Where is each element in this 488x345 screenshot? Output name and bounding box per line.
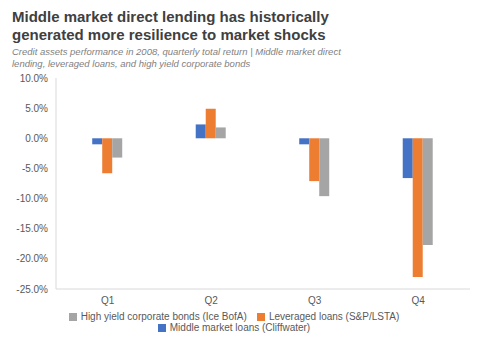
svg-text:Q2: Q2: [205, 295, 219, 306]
svg-text:5.0%: 5.0%: [25, 103, 48, 114]
svg-text:Q1: Q1: [101, 295, 115, 306]
svg-text:-10.0%: -10.0%: [16, 193, 48, 204]
html-text:Middle market direct lending h: Middle market direct lending has histori…: [12, 8, 329, 43]
html-text:Credit assets performance in 2: Credit assets performance in 2008, quart…: [12, 46, 341, 69]
html-text:High yield corporate bonds (Ic: High yield corporate bonds (Ice BofA): [80, 311, 247, 322]
svg-text:10.0%: 10.0%: [20, 73, 48, 84]
svg-text:-15.0%: -15.0%: [16, 223, 48, 234]
svg-text:0.0%: 0.0%: [25, 133, 48, 144]
svg-text:Q3: Q3: [308, 295, 322, 306]
svg-text:-20.0%: -20.0%: [16, 253, 48, 264]
html-text:Middle market loans (Cliffwate: Middle market loans (Cliffwater): [169, 322, 311, 333]
html-text:Leveraged loans (S&P/LSTA): Leveraged loans (S&P/LSTA): [268, 311, 400, 322]
svg-text:-25.0%: -25.0%: [16, 284, 48, 295]
svg-text:-5.0%: -5.0%: [22, 163, 48, 174]
svg-text:Q4: Q4: [412, 295, 426, 306]
